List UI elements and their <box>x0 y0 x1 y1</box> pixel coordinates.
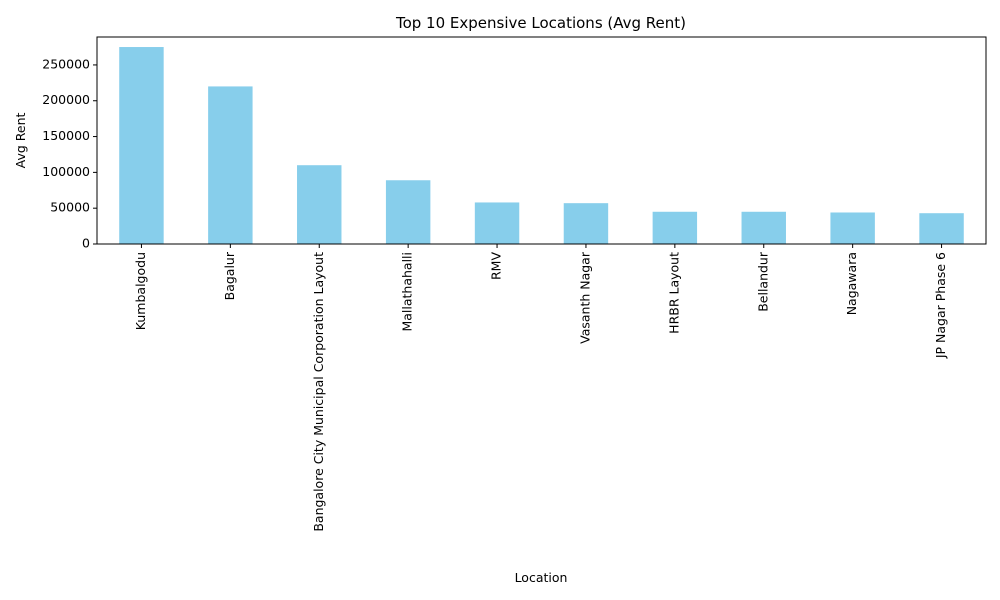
x-tick-label: HRBR Layout <box>666 252 681 334</box>
x-tick-label: JP Nagar Phase 6 <box>933 252 948 359</box>
x-tick-label: Kumbalgodu <box>133 252 148 330</box>
bar <box>474 202 520 244</box>
bar <box>208 86 253 244</box>
bar <box>563 203 609 244</box>
bar <box>119 47 164 245</box>
bar <box>297 165 342 244</box>
y-axis-label: Avg Rent <box>13 113 28 169</box>
x-tick-label: Mallathahalli <box>400 252 415 332</box>
y-tick-label: 200000 <box>42 92 90 107</box>
x-tick-label: Nagawara <box>844 252 859 315</box>
x-tick-label: Bagalur <box>222 251 237 300</box>
x-axis: Kumbalgodu Bagalur Bangalore City Municipa… <box>133 244 948 532</box>
bar <box>741 211 786 244</box>
bar <box>652 211 698 244</box>
bars-layer <box>119 47 964 245</box>
bar <box>830 212 875 244</box>
x-tick-label: RMV <box>489 252 504 280</box>
bar <box>919 213 964 244</box>
x-tick-label: Bangalore City Municipal Corporation Lay… <box>311 252 326 532</box>
y-tick-label: 100000 <box>42 164 90 179</box>
y-tick-label: 250000 <box>42 56 90 71</box>
y-axis: 0 50000 100000 150000 200000 250000 <box>42 56 97 251</box>
y-tick-label: 50000 <box>50 200 90 215</box>
chart-title: Top 10 Expensive Locations (Avg Rent) <box>395 14 686 32</box>
x-tick-label: Bellandur <box>755 251 770 312</box>
y-tick-label: 0 <box>82 236 90 251</box>
bar <box>385 180 431 244</box>
x-axis-label: Location <box>515 570 568 585</box>
x-tick-label: Vasanth Nagar <box>577 251 592 344</box>
plot-frame <box>96 36 987 245</box>
y-tick-label: 150000 <box>42 128 90 143</box>
